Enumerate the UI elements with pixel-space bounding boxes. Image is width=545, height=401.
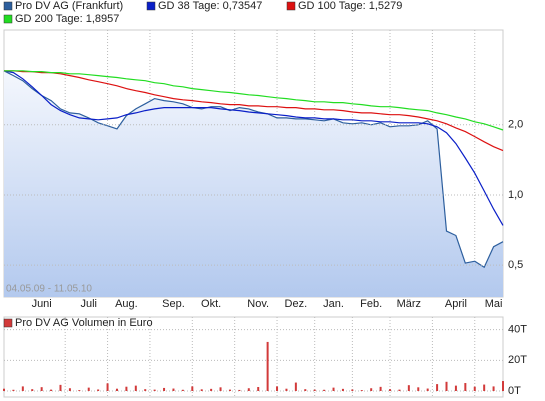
volume-bar (445, 381, 448, 391)
volume-bar (492, 386, 495, 391)
volume-bar (502, 381, 504, 391)
volume-bar (40, 387, 43, 391)
volume-bar (125, 386, 128, 391)
volume-bar (247, 388, 250, 391)
volume-bar (285, 388, 288, 391)
x-tick-label: April (445, 298, 467, 310)
volume-bar (87, 387, 90, 391)
x-tick-label: Feb. (360, 298, 382, 310)
volume-bar (454, 385, 457, 391)
date-range: 04.05.09 - 11.05.10 (6, 284, 92, 295)
volume-bar (97, 389, 100, 391)
volume-bar (219, 387, 222, 391)
volume-bar (12, 389, 15, 391)
volume-frame (3, 316, 504, 398)
legend-swatch (3, 14, 13, 24)
volume-bar (134, 385, 137, 391)
volume-bar (276, 386, 279, 391)
volume-bar (59, 384, 62, 391)
y-tick-label: 1,0 (508, 189, 523, 201)
average-line (3, 70, 504, 226)
x-tick-label: Nov. (247, 298, 269, 310)
volume-bar (436, 384, 439, 391)
volume-bar (341, 388, 344, 391)
legend-swatch (286, 1, 296, 11)
volume-bar (200, 389, 203, 391)
x-tick-label: Aug. (115, 298, 138, 310)
volume-bar (191, 386, 194, 391)
volume-bar (31, 389, 34, 391)
volume-bar (389, 389, 392, 391)
volume-bar (417, 387, 420, 391)
x-tick-label: Mai (485, 298, 503, 310)
volume-bar (172, 388, 175, 391)
volume-bar (106, 383, 109, 391)
y-tick-label: 0T (508, 385, 521, 397)
volume-bar (379, 386, 382, 391)
volume-bar (78, 390, 81, 391)
legend-label: Pro DV AG (Frankfurt) (15, 0, 123, 12)
x-tick-label: Okt. (201, 298, 221, 310)
volume-bar (181, 389, 184, 391)
x-tick-label: Sep. (162, 298, 185, 310)
volume-bar (163, 387, 166, 391)
x-tick-label: März (397, 298, 421, 310)
volume-bar (407, 385, 410, 391)
volume-bar (115, 388, 118, 391)
volume-bar (294, 382, 297, 391)
volume-bar (228, 389, 231, 391)
legend-swatch (146, 1, 156, 11)
legend-label: GD 100 Tage: 1,5279 (298, 0, 402, 12)
volume-bar (238, 389, 241, 391)
volume-bar (473, 386, 476, 391)
volume-bar (464, 383, 467, 391)
legend-label: GD 38 Tage: 0,73547 (158, 0, 262, 12)
price-area (4, 70, 503, 297)
average-line (4, 70, 504, 152)
volume-bar (360, 390, 363, 391)
volume-bar (257, 387, 260, 391)
volume-bar (21, 386, 24, 391)
volume-bar (304, 389, 307, 391)
x-tick-label: Juni (32, 298, 52, 310)
volume-bar (50, 389, 53, 391)
x-tick-label: Juli (80, 298, 97, 310)
price-line (3, 70, 504, 269)
y-tick-label: 40T (508, 324, 527, 336)
volume-bar (426, 388, 429, 391)
volume-bar (266, 341, 269, 391)
volume-bar (3, 388, 5, 391)
volume-bar (323, 389, 326, 391)
volume-title: Pro DV AG Volumen in Euro (15, 317, 153, 329)
legend-swatch (3, 1, 13, 11)
x-tick-label: Jan. (323, 298, 344, 310)
y-tick-label: 2,0 (508, 119, 523, 131)
volume-bar (210, 388, 213, 391)
volume-bar (68, 388, 71, 391)
y-tick-label: 20T (508, 354, 527, 366)
volume-bar (398, 389, 401, 391)
y-tick-label: 0,5 (508, 259, 523, 271)
legend-swatch (3, 318, 13, 328)
volume-bar (370, 388, 373, 391)
volume-bar (483, 384, 486, 391)
volume-bar (144, 389, 147, 391)
volume-bar (153, 389, 156, 391)
average-line (4, 70, 504, 131)
x-tick-label: Dez. (285, 298, 308, 310)
volume-bar (332, 387, 335, 391)
legend-label: GD 200 Tage: 1,8957 (15, 13, 119, 25)
volume-bar (313, 389, 316, 391)
volume-bar (351, 389, 354, 391)
